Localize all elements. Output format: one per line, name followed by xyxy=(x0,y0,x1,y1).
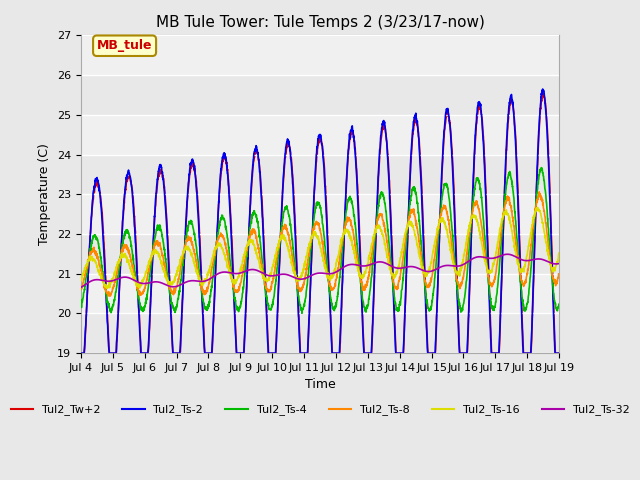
Text: MB_tule: MB_tule xyxy=(97,39,152,52)
Tul2_Ts-2 xyxy=(333,350,341,356)
Bar xyxy=(81,36,559,75)
Tul2_Ts-8 xyxy=(333,270,341,276)
Tul2_Ts-2 xyxy=(344,157,351,163)
Tul2_Ts-4 xyxy=(344,200,351,205)
Tul2_Ts-16 xyxy=(211,248,218,254)
Tul2_Tw+2 xyxy=(333,350,341,356)
Tul2_Ts-8 xyxy=(459,276,467,282)
Tul2_Ts-2 xyxy=(458,350,466,356)
Tul2_Ts-8 xyxy=(77,287,84,292)
X-axis label: Time: Time xyxy=(305,378,335,392)
Line: Tul2_Ts-8: Tul2_Ts-8 xyxy=(81,192,559,296)
Tul2_Ts-2 xyxy=(539,86,547,92)
Title: MB Tule Tower: Tule Temps 2 (3/23/17-now): MB Tule Tower: Tule Temps 2 (3/23/17-now… xyxy=(156,15,484,30)
Tul2_Ts-8 xyxy=(211,252,218,257)
Tul2_Ts-2 xyxy=(526,350,534,356)
Tul2_Ts-4 xyxy=(513,236,521,241)
Tul2_Tw+2 xyxy=(526,350,534,356)
Tul2_Ts-4 xyxy=(556,301,563,307)
Tul2_Ts-4 xyxy=(77,304,84,310)
Tul2_Ts-16 xyxy=(527,234,534,240)
Tul2_Ts-32 xyxy=(458,262,466,268)
Tul2_Ts-4 xyxy=(333,293,341,299)
Tul2_Ts-4 xyxy=(211,261,218,267)
Bar xyxy=(81,234,559,274)
Tul2_Ts-8 xyxy=(105,293,113,299)
Tul2_Tw+2 xyxy=(458,350,466,356)
Tul2_Tw+2 xyxy=(513,160,520,166)
Bar xyxy=(81,115,559,155)
Tul2_Ts-32 xyxy=(556,261,563,266)
Tul2_Ts-32 xyxy=(211,273,218,279)
Tul2_Ts-16 xyxy=(77,278,84,284)
Tul2_Ts-16 xyxy=(459,261,467,266)
Tul2_Ts-4 xyxy=(527,275,534,280)
Line: Tul2_Tw+2: Tul2_Tw+2 xyxy=(81,93,559,353)
Tul2_Ts-2 xyxy=(211,298,218,304)
Tul2_Ts-32 xyxy=(344,263,351,268)
Tul2_Ts-16 xyxy=(513,257,521,263)
Tul2_Ts-8 xyxy=(527,248,534,253)
Tul2_Ts-32 xyxy=(504,252,511,257)
Tul2_Ts-16 xyxy=(534,204,541,210)
Bar xyxy=(81,194,559,234)
Line: Tul2_Ts-32: Tul2_Ts-32 xyxy=(81,254,559,288)
Tul2_Ts-16 xyxy=(103,286,111,291)
Tul2_Tw+2 xyxy=(211,303,218,309)
Tul2_Ts-4 xyxy=(459,307,467,313)
Tul2_Tw+2 xyxy=(77,350,84,356)
Tul2_Ts-4 xyxy=(298,311,306,316)
Tul2_Ts-8 xyxy=(344,215,351,220)
Tul2_Ts-2 xyxy=(556,350,563,356)
Tul2_Ts-8 xyxy=(556,271,563,277)
Tul2_Ts-8 xyxy=(513,250,521,256)
Line: Tul2_Ts-2: Tul2_Ts-2 xyxy=(81,89,559,353)
Tul2_Ts-16 xyxy=(333,256,341,262)
Tul2_Tw+2 xyxy=(344,162,351,168)
Bar xyxy=(81,274,559,313)
Tul2_Ts-16 xyxy=(344,229,351,235)
Bar xyxy=(81,313,559,353)
Tul2_Ts-16 xyxy=(556,250,563,256)
Tul2_Tw+2 xyxy=(556,350,563,356)
Tul2_Ts-2 xyxy=(513,172,520,178)
Tul2_Ts-8 xyxy=(535,189,543,195)
Tul2_Tw+2 xyxy=(539,90,547,96)
Line: Tul2_Ts-4: Tul2_Ts-4 xyxy=(81,168,559,313)
Y-axis label: Temperature (C): Temperature (C) xyxy=(38,144,51,245)
Bar xyxy=(81,155,559,194)
Tul2_Ts-2 xyxy=(77,350,84,356)
Tul2_Ts-32 xyxy=(527,257,534,263)
Tul2_Ts-4 xyxy=(538,165,545,170)
Legend: Tul2_Tw+2, Tul2_Ts-2, Tul2_Ts-4, Tul2_Ts-8, Tul2_Ts-16, Tul2_Ts-32: Tul2_Tw+2, Tul2_Ts-2, Tul2_Ts-4, Tul2_Ts… xyxy=(6,400,634,420)
Line: Tul2_Ts-16: Tul2_Ts-16 xyxy=(81,207,559,288)
Tul2_Ts-32 xyxy=(77,285,84,290)
Bar xyxy=(81,75,559,115)
Tul2_Ts-32 xyxy=(513,255,521,261)
Tul2_Ts-32 xyxy=(333,268,341,274)
